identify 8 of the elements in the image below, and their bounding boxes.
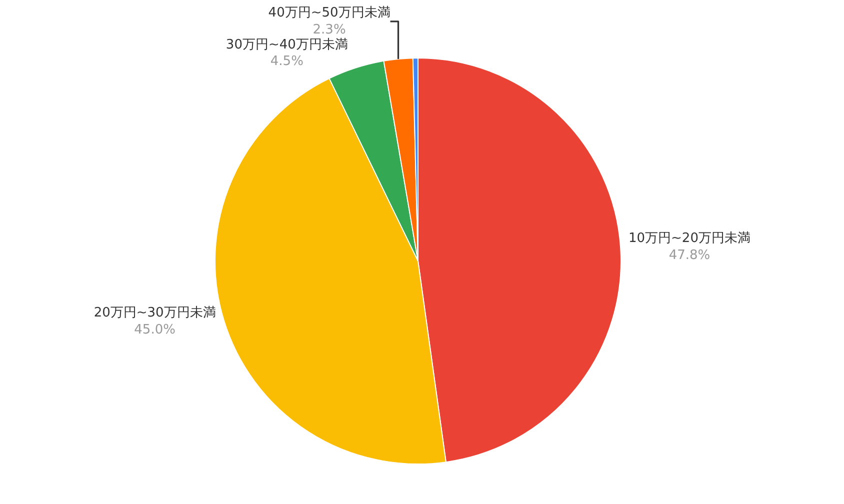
data-label: 47.8%	[668, 248, 710, 263]
slice-label: 10万円~20万円未満	[628, 230, 750, 246]
slice-label: 40万円~50万円未満	[268, 5, 390, 20]
slice-label: 30万円~40万円未満	[226, 37, 348, 52]
data-label: 45.0%	[134, 322, 176, 338]
slice-label: 20万円~30万円未満	[94, 305, 216, 320]
data-label: 2.3%	[312, 22, 346, 38]
data-label: 4.5%	[270, 54, 304, 70]
